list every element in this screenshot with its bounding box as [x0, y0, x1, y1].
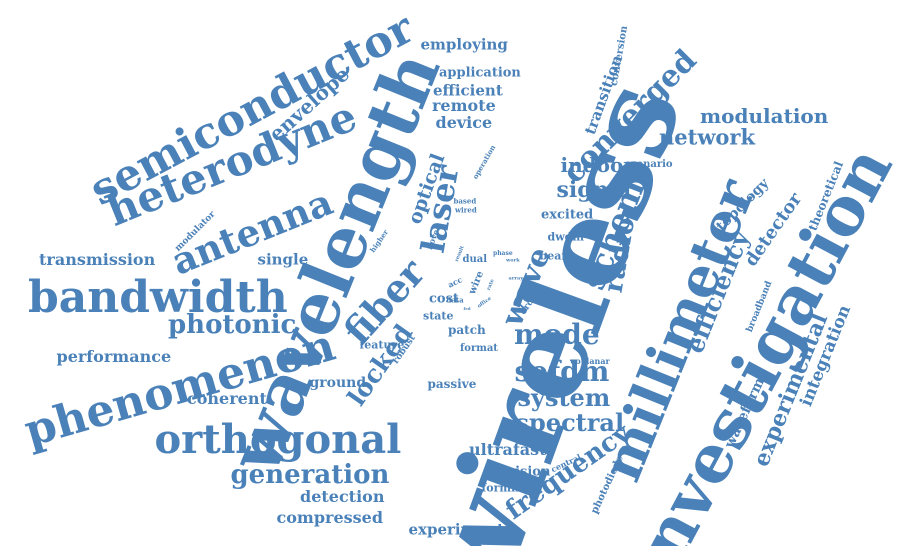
cloud-word-transmission: transmission: [39, 250, 156, 269]
cloud-word-coplanar: coplanar: [570, 356, 610, 366]
cloud-word-performance: performance: [56, 347, 172, 366]
cloud-word-based: based: [453, 196, 477, 206]
cloud-word-sefdm: sefdm: [514, 355, 610, 388]
cloud-word-network: network: [659, 124, 756, 150]
cloud-word-signal: signal: [556, 177, 632, 203]
cloud-word-conversion: conversion: [608, 24, 631, 87]
cloud-word-employing: employing: [420, 35, 508, 54]
cloud-word-beam: beam: [539, 249, 573, 263]
cloud-word-system: system: [517, 383, 611, 412]
cloud-word-acc: acc: [446, 274, 464, 290]
cloud-word-application: application: [439, 65, 521, 81]
cloud-word-spectral: spectral: [515, 408, 625, 437]
cloud-word-ground: ground: [309, 375, 367, 391]
cloud-word-wired: wired: [455, 205, 477, 215]
cloud-word-feature: feature: [359, 338, 405, 352]
cloud-word-wire: wire: [466, 269, 487, 297]
cloud-word-division: division: [493, 464, 551, 480]
cloud-word-remote: remote: [432, 96, 496, 115]
cloud-word-single: single: [257, 250, 309, 269]
cloud-word-bandwidth: bandwidth: [28, 272, 288, 323]
cloud-word-ultrafast: ultrafast: [469, 440, 547, 459]
cloud-word-operation: operation: [470, 143, 498, 181]
cloud-word-scenario: scenario: [625, 159, 673, 170]
cloud-word-generation: generation: [230, 460, 390, 490]
cloud-word-experiment: experiment: [408, 520, 504, 539]
cloud-word-data: data: [446, 295, 464, 305]
cloud-word-detection: detection: [300, 487, 385, 506]
cloud-word-patch: patch: [448, 323, 486, 337]
cloud-word-fed: fed: [463, 306, 471, 311]
cloud-word-indoor: indoor: [560, 153, 634, 177]
cloud-word-passive: passive: [427, 377, 477, 391]
cloud-word-excited: excited: [541, 207, 594, 223]
cloud-word-format: format: [460, 343, 498, 354]
cloud-word-efficient: efficient: [433, 81, 503, 100]
cloud-word-work: work: [506, 257, 520, 264]
cloud-word-array: array: [508, 275, 524, 282]
cloud-word-compressed: compressed: [276, 508, 384, 527]
cloud-word-state: state: [423, 309, 454, 323]
cloud-word-forming: forming: [481, 481, 531, 495]
cloud-word-mode: mode: [514, 318, 600, 351]
cloud-word-rate: rate: [485, 278, 496, 292]
cloud-word-phase: phase: [493, 250, 513, 257]
cloud-word-cost: cost: [429, 291, 459, 307]
cloud-word-orthogonal: orthogonal: [154, 416, 402, 463]
cloud-word-modulation: modulation: [700, 104, 829, 128]
cloud-word-photonic: photonic: [168, 310, 297, 340]
cloud-word-dwdm: dwdm: [547, 230, 585, 244]
cloud-word-coherent: coherent: [187, 389, 267, 408]
cloud-word-device: device: [435, 113, 493, 132]
cloud-word-dual: dual: [462, 254, 488, 265]
